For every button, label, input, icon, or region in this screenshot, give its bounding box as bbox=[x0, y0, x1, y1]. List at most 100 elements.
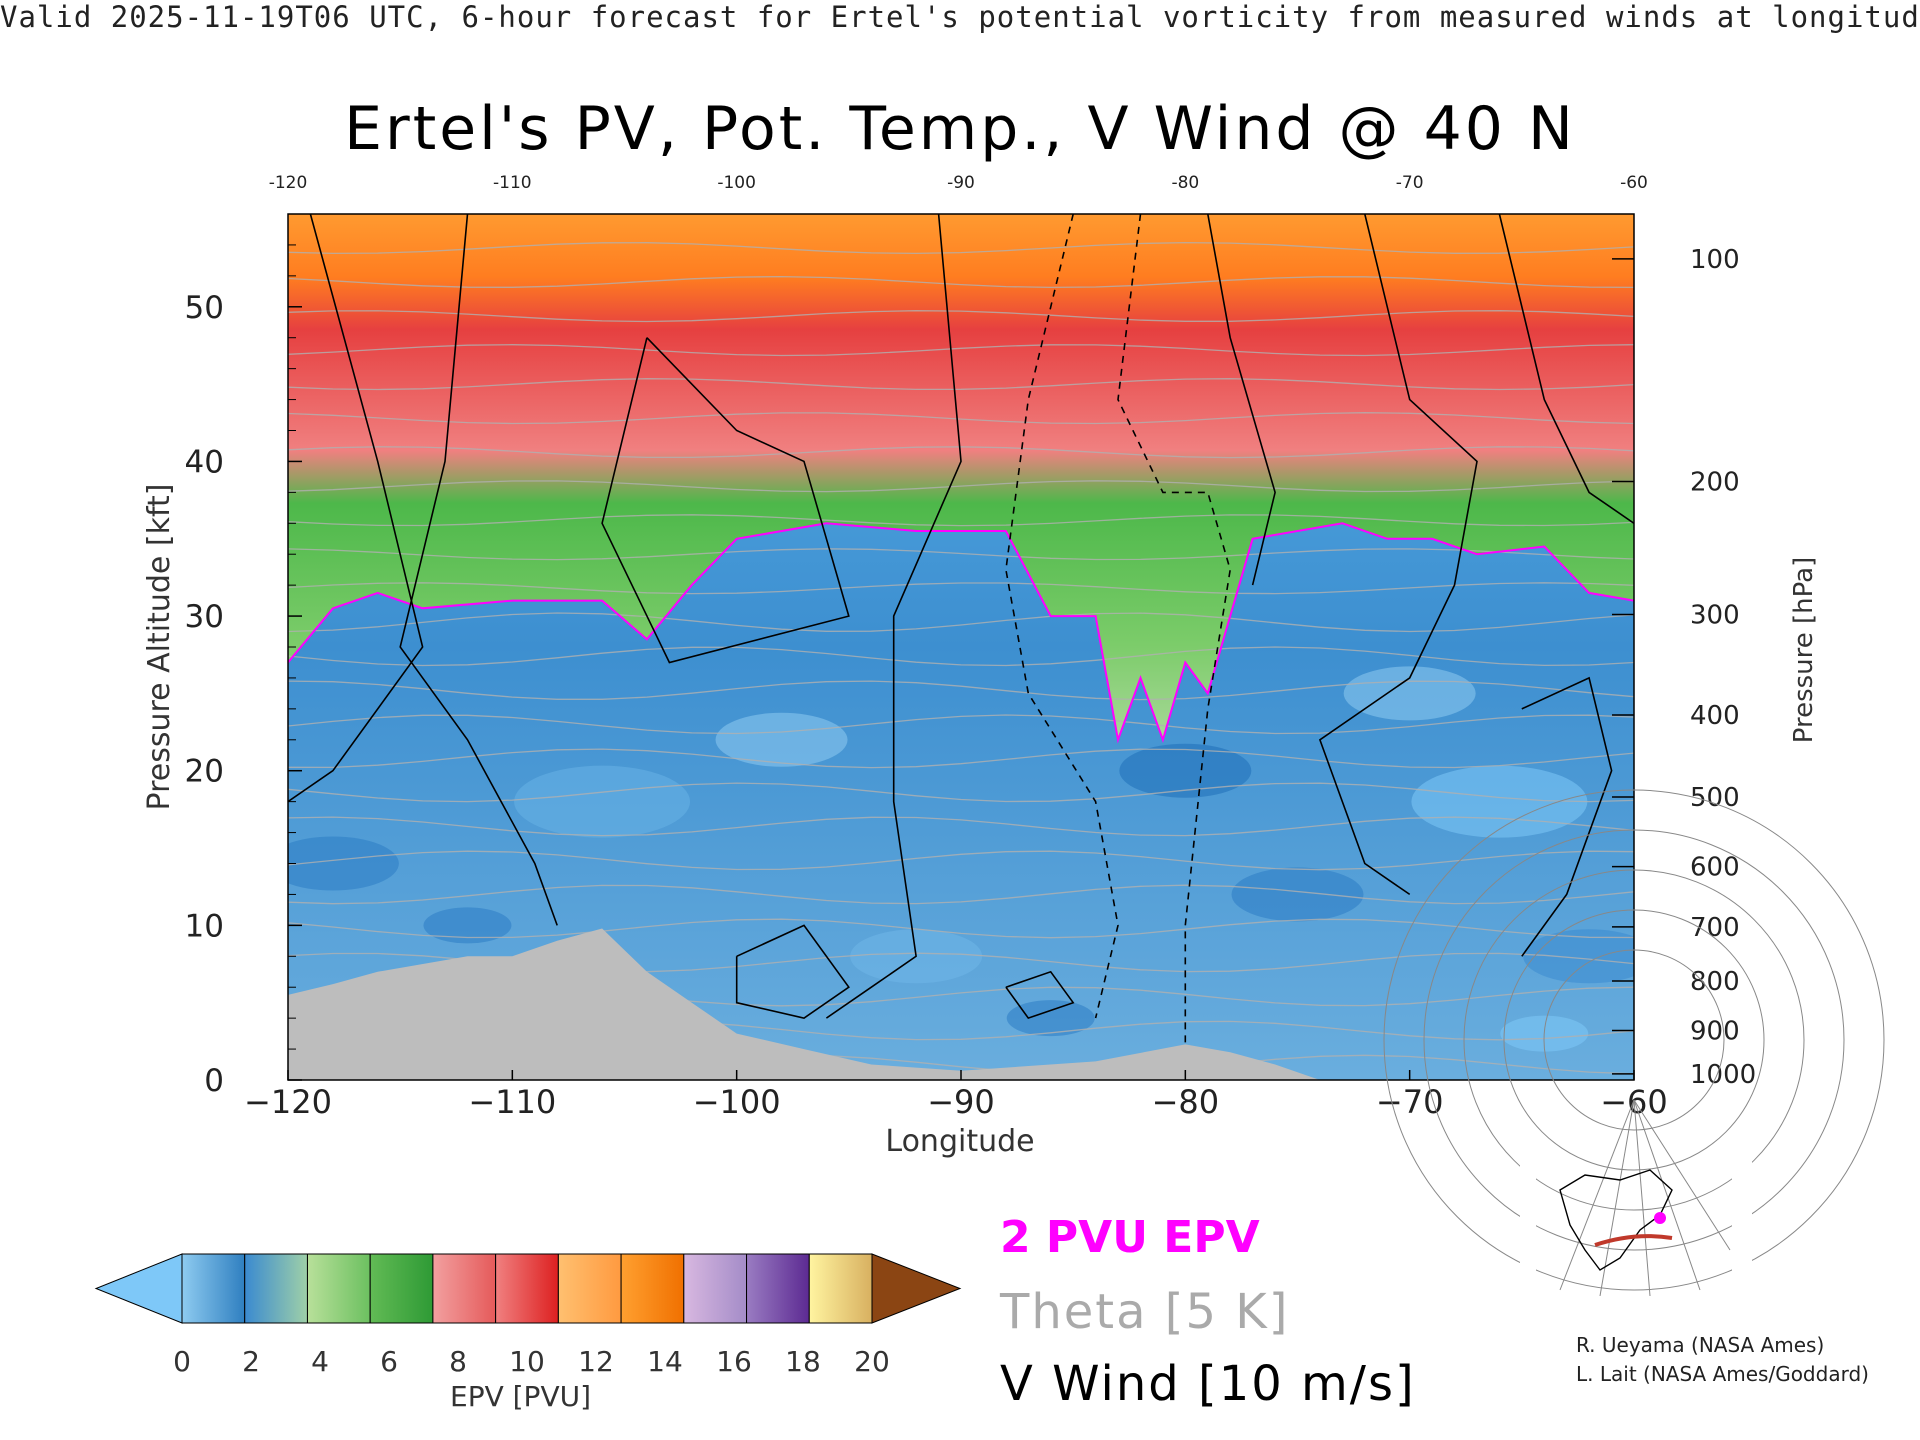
pv-patch-2 bbox=[514, 765, 691, 838]
pressure-axis-label: Pressure [hPa] bbox=[1789, 557, 1819, 744]
pv-patch-5 bbox=[1006, 1000, 1095, 1037]
map-mask-left bbox=[1520, 1140, 1536, 1310]
theta-contour bbox=[288, 514, 1634, 527]
theta-contour bbox=[288, 310, 1634, 323]
v-wind-contour-2 bbox=[601, 337, 850, 664]
colorbar-tick-label: 12 bbox=[578, 1345, 614, 1378]
pressure-tick-label: 900 bbox=[1690, 1017, 1740, 1047]
theta-contour bbox=[288, 816, 1634, 837]
theta-contour bbox=[288, 714, 1634, 735]
map-latitude-circle bbox=[1463, 869, 1805, 1211]
theta-contour bbox=[288, 582, 1634, 595]
top-x-tick-label: -70 bbox=[1396, 173, 1424, 193]
colorbar-tick-label: 16 bbox=[716, 1345, 752, 1378]
colorbar-segment bbox=[620, 1253, 685, 1324]
x-tick-label: −80 bbox=[1152, 1083, 1220, 1121]
theta-contour bbox=[288, 782, 1634, 803]
theta-contour bbox=[288, 612, 1634, 633]
x-tick-label: −100 bbox=[693, 1083, 781, 1121]
v-wind-contour-11 bbox=[1005, 970, 1075, 1020]
theta-contour bbox=[288, 412, 1634, 425]
colorbar-tick-label: 18 bbox=[785, 1345, 821, 1378]
terrain bbox=[288, 928, 1320, 1080]
colorbar-tick-label: 6 bbox=[380, 1345, 398, 1378]
theta-contour bbox=[288, 918, 1634, 939]
map-latitude-circle bbox=[1423, 829, 1845, 1251]
x-tick-label: −90 bbox=[927, 1083, 995, 1121]
colorbar-segment bbox=[746, 1253, 810, 1324]
credit-line-1: R. Ueyama (NASA Ames) bbox=[1576, 1333, 1825, 1357]
credit-line-2: L. Lait (NASA Ames/Goddard) bbox=[1576, 1362, 1869, 1386]
colorbar-segment bbox=[244, 1253, 308, 1324]
theta-contour bbox=[288, 850, 1634, 871]
theta-contour bbox=[288, 480, 1634, 493]
pressure-tick-label: 800 bbox=[1690, 967, 1740, 997]
v-wind-contour-9 bbox=[1521, 676, 1613, 957]
map-meridian bbox=[1599, 1099, 1635, 1297]
top-x-tick-label: -100 bbox=[717, 173, 756, 193]
x-axis-label: Longitude bbox=[885, 1124, 1034, 1159]
map-latitude-circle bbox=[1543, 949, 1725, 1131]
x-tick-label: −70 bbox=[1376, 1083, 1444, 1121]
y-axis-label: Pressure Altitude [kft] bbox=[142, 484, 177, 811]
valid-time-banner: Valid 2025-11-19T06 UTC, 6-hour forecast… bbox=[0, 0, 1920, 34]
colorbar-under-triangle bbox=[94, 1253, 183, 1324]
colorbar-segment bbox=[306, 1253, 371, 1324]
map-meridian bbox=[1633, 1099, 1651, 1297]
colorbar-over-triangle bbox=[871, 1253, 962, 1324]
theta-contour bbox=[288, 646, 1634, 667]
top-x-tick-label: -120 bbox=[269, 173, 308, 193]
map-latitude-circle bbox=[1503, 909, 1765, 1171]
colorbar-tick-label: 14 bbox=[647, 1345, 683, 1378]
theta-contour bbox=[288, 446, 1634, 459]
v-wind-contour-0 bbox=[288, 214, 424, 803]
x-tick-label: −120 bbox=[244, 1083, 332, 1121]
locator-map bbox=[1383, 789, 1885, 1316]
map-mask-right bbox=[1732, 1140, 1752, 1310]
chart-title: Ertel's PV, Pot. Temp., V Wind @ 40 N bbox=[344, 94, 1576, 164]
theta-contour bbox=[288, 548, 1634, 561]
y-tick-label: 0 bbox=[204, 1063, 224, 1099]
pressure-tick-label: 600 bbox=[1690, 853, 1740, 883]
pv-patch-0 bbox=[288, 836, 399, 891]
map-meridian bbox=[1633, 1099, 1701, 1291]
top-x-tick-label: -80 bbox=[1171, 173, 1199, 193]
pv-patch-7 bbox=[1231, 867, 1364, 922]
map-frame bbox=[1536, 1150, 1732, 1296]
v-wind-contour-4 bbox=[1005, 214, 1119, 1019]
v-wind-contour-7 bbox=[1318, 214, 1478, 896]
colorbar-segment bbox=[432, 1253, 497, 1324]
legend-theta-contour: Theta [5 K] bbox=[1000, 1284, 1290, 1340]
theta-contour bbox=[288, 748, 1634, 769]
top-x-tick-label: -60 bbox=[1620, 173, 1648, 193]
v-wind-contour-1 bbox=[399, 214, 558, 926]
colorbar-segment bbox=[181, 1253, 246, 1324]
stratosphere-field bbox=[288, 214, 1634, 740]
pressure-tick-label: 300 bbox=[1690, 601, 1740, 631]
y-tick-label: 20 bbox=[185, 754, 224, 790]
map-meridian bbox=[1633, 1099, 1731, 1251]
theta-contour bbox=[288, 378, 1634, 391]
map-mask-bottom bbox=[1520, 1296, 1752, 1316]
top-x-tick-label: -110 bbox=[493, 173, 532, 193]
colorbar-segment bbox=[683, 1253, 748, 1324]
epv-2pvu-contour bbox=[288, 522, 1634, 744]
theta-contour bbox=[288, 884, 1634, 905]
theta-contour bbox=[288, 241, 1634, 255]
theta-contour bbox=[288, 344, 1634, 357]
y-tick-label: 50 bbox=[185, 290, 224, 326]
pressure-tick-label: 1000 bbox=[1690, 1060, 1756, 1090]
pv-patch-10 bbox=[1523, 929, 1634, 984]
map-cross-section-line bbox=[1594, 1234, 1673, 1247]
legend-epv-contour: 2 PVU EPV bbox=[1000, 1212, 1260, 1263]
pv-patch-1 bbox=[423, 907, 512, 944]
pv-patch-9 bbox=[1411, 765, 1588, 838]
map-marker bbox=[1654, 1212, 1666, 1224]
map-coastline bbox=[1559, 1169, 1673, 1271]
colorbar-tick-label: 20 bbox=[854, 1345, 890, 1378]
pressure-tick-label: 200 bbox=[1690, 468, 1740, 498]
pv-patch-6 bbox=[1119, 743, 1252, 798]
theta-contour bbox=[288, 275, 1634, 289]
colorbar-segment bbox=[808, 1253, 873, 1324]
